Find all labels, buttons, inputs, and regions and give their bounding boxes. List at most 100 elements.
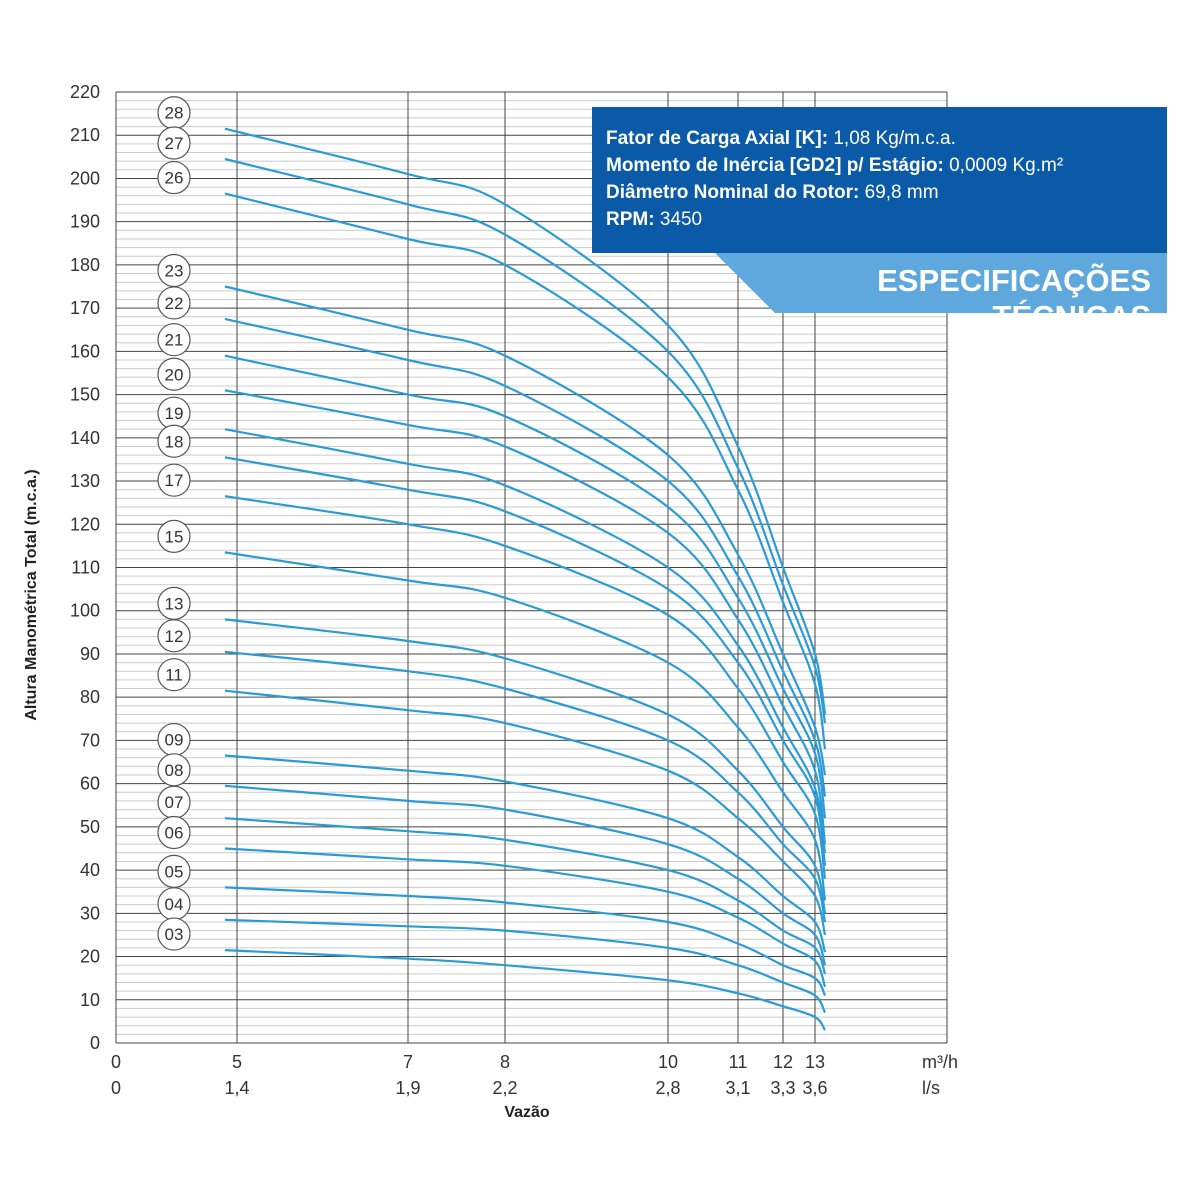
y-tick-label: 190 [70, 212, 100, 232]
x-axis-title: Vazão [504, 1104, 550, 1121]
spec-label: Momento de Inércia [GD2] p/ Estágio: [606, 155, 944, 176]
curve-stage-08 [224, 784, 827, 966]
stage-circle [157, 160, 191, 195]
x-tick-label-m3h: 11 [729, 1052, 748, 1072]
curve-stage-07 [224, 817, 827, 975]
spec-rotor-diameter: Diâmetro Nominal do Rotor: 69,8 mm [606, 179, 1153, 206]
y-axis-title: Altura Manométrica Total (m.c.a.) [23, 469, 40, 720]
curve-stage-28 [224, 127, 827, 715]
y-tick-label: 220 [70, 82, 100, 102]
stage-label-09: 09 [165, 731, 184, 750]
curve-stage-19 [224, 428, 827, 853]
y-tick-label: 210 [70, 125, 100, 145]
stage-label-28: 28 [165, 104, 184, 123]
stage-label-23: 23 [165, 262, 184, 281]
x-tick-label-ls: 1,9 [395, 1078, 420, 1098]
y-tick-label: 120 [70, 514, 100, 534]
stage-label-03: 03 [165, 925, 184, 944]
curve-stage-09 [224, 754, 827, 953]
stage-circle [157, 519, 191, 553]
stage-circle [157, 619, 191, 653]
spec-label: Diâmetro Nominal do Rotor: [606, 182, 860, 203]
y-tick-label: 50 [80, 817, 100, 837]
y-tick-label: 70 [80, 730, 100, 750]
curve-stage-27 [224, 157, 827, 724]
y-tick-label: 60 [80, 774, 100, 794]
stage-circle [157, 815, 191, 850]
x-tick-label-m3h: 5 [232, 1052, 242, 1072]
curve-stage-23 [224, 285, 827, 776]
stage-label-11: 11 [165, 666, 183, 685]
stage-label-06: 06 [165, 823, 184, 842]
y-tick-label: 20 [80, 947, 100, 967]
spec-value: 1,08 Kg/m.c.a. [833, 128, 956, 149]
spec-inertia: Momento de Inércia [GD2] p/ Estágio: 0,0… [606, 152, 1153, 179]
spec-value: 3450 [659, 209, 703, 230]
stage-circle [157, 126, 191, 160]
spec-label: Fator de Carga Axial [K]: [606, 128, 829, 149]
curve-stage-22 [224, 317, 827, 797]
curve-stage-03 [224, 949, 826, 1031]
x-axis-ticks: 0 0 5 1,4 7 1,9 8 2,2 10 2,8 11 3,1 12 3,3 13 3,6 [111, 1052, 828, 1098]
stage-label-27: 27 [165, 134, 184, 153]
stage-labels: 28 27 26 23 22 21 20 19 18 17 15 13 12 11 09 08 07 06 05 04… [157, 96, 191, 951]
x-tick-label-m3h: 13 [805, 1052, 825, 1072]
stage-label-13: 13 [165, 594, 184, 613]
x-tick-label-ls: 0 [111, 1078, 121, 1098]
curve-stage-11 [224, 689, 827, 936]
stage-label-22: 22 [165, 294, 184, 313]
stage-label-18: 18 [165, 432, 184, 451]
curve-stage-13 [224, 618, 827, 914]
y-tick-label: 100 [70, 601, 100, 621]
curve-stage-17 [224, 495, 827, 879]
specs-banner: ESPECIFICAÇÕES TÉCNICAS [715, 253, 1167, 313]
y-tick-label: 30 [80, 903, 100, 923]
x-tick-label-ls: 2,8 [655, 1078, 680, 1098]
y-tick-label: 0 [90, 1033, 100, 1053]
spec-label: RPM: [606, 209, 655, 230]
x-tick-label-ls: 3,3 [770, 1078, 795, 1098]
curve-stage-15 [224, 551, 827, 901]
stage-label-08: 08 [165, 761, 184, 780]
spec-value: 69,8 mm [864, 182, 939, 203]
curve-stage-26 [224, 192, 827, 750]
y-tick-label: 10 [80, 990, 100, 1010]
curve-stage-20 [224, 389, 827, 845]
y-tick-label: 160 [70, 341, 100, 361]
stage-circle [157, 463, 191, 497]
y-tick-label: 130 [70, 471, 100, 491]
y-tick-label: 110 [71, 558, 100, 578]
x-tick-label-ls: 3,6 [802, 1078, 827, 1098]
stage-circle [157, 424, 191, 458]
x-unit-primary: m³/h [922, 1052, 958, 1072]
y-tick-label: 170 [70, 298, 100, 318]
x-tick-label-ls: 2,2 [492, 1078, 517, 1098]
stage-circle [157, 286, 191, 320]
x-tick-label-m3h: 7 [403, 1052, 413, 1072]
x-tick-label-m3h: 8 [500, 1052, 510, 1072]
curve-stage-05 [224, 886, 826, 997]
spec-value: 0,0009 Kg.m² [949, 155, 1064, 176]
x-tick-label-m3h: 12 [773, 1052, 793, 1072]
spec-rpm: RPM: 3450 [606, 206, 1153, 233]
stage-label-15: 15 [165, 527, 184, 546]
stage-circle [157, 323, 191, 357]
x-unit-secondary: l/s [922, 1078, 940, 1098]
stage-label-12: 12 [165, 627, 184, 646]
curve-stage-12 [224, 650, 827, 923]
spec-axial-load: Fator de Carga Axial [K]: 1,08 Kg/m.c.a. [606, 125, 1153, 152]
y-tick-label: 40 [80, 860, 100, 880]
x-tick-label-m3h: 10 [658, 1052, 678, 1072]
stage-circle [157, 917, 191, 951]
specs-box: Fator de Carga Axial [K]: 1,08 Kg/m.c.a.… [592, 107, 1167, 253]
x-tick-label-ls: 3,1 [725, 1078, 750, 1098]
curve-stage-06 [224, 847, 827, 988]
stage-label-04: 04 [165, 895, 184, 914]
y-tick-label: 200 [70, 168, 100, 188]
stage-label-21: 21 [165, 331, 184, 350]
x-tick-label-ls: 1,4 [224, 1078, 249, 1098]
curve-stage-04 [224, 918, 826, 1014]
y-tick-label: 90 [80, 644, 100, 664]
stage-label-19: 19 [165, 404, 184, 423]
x-tick-label-m3h: 0 [111, 1052, 121, 1072]
